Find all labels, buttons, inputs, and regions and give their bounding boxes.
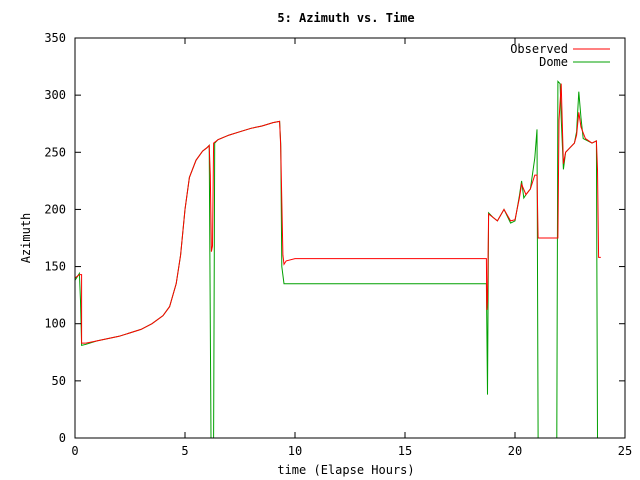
plot-frame — [74, 37, 626, 439]
legend: Observed Dome — [510, 42, 610, 69]
x-axis-label: time (Elapse Hours) — [277, 463, 414, 477]
x-tick-label: 20 — [508, 444, 522, 458]
y-tick-label: 350 — [44, 31, 66, 45]
series-line-observed — [74, 83, 601, 344]
y-tick-label: 200 — [44, 202, 66, 216]
y-tick-label: 150 — [44, 260, 66, 274]
y-tick-label: 50 — [52, 374, 66, 388]
y-tick-label: 100 — [44, 317, 66, 331]
legend-label-observed: Observed — [510, 42, 568, 56]
series-layer — [74, 80, 601, 439]
y-tick-label: 300 — [44, 88, 66, 102]
y-tick-label: 0 — [59, 431, 66, 445]
x-tick-label: 0 — [71, 444, 78, 458]
y-axis-label: Azimuth — [19, 213, 33, 264]
x-tick-label: 15 — [398, 444, 412, 458]
x-tick-label: 25 — [618, 444, 632, 458]
x-tick-label: 5 — [181, 444, 188, 458]
legend-label-dome: Dome — [539, 55, 568, 69]
y-tick-label: 250 — [44, 145, 66, 159]
x-tick-label: 10 — [288, 444, 302, 458]
chart-title: 5: Azimuth vs. Time — [277, 11, 414, 25]
